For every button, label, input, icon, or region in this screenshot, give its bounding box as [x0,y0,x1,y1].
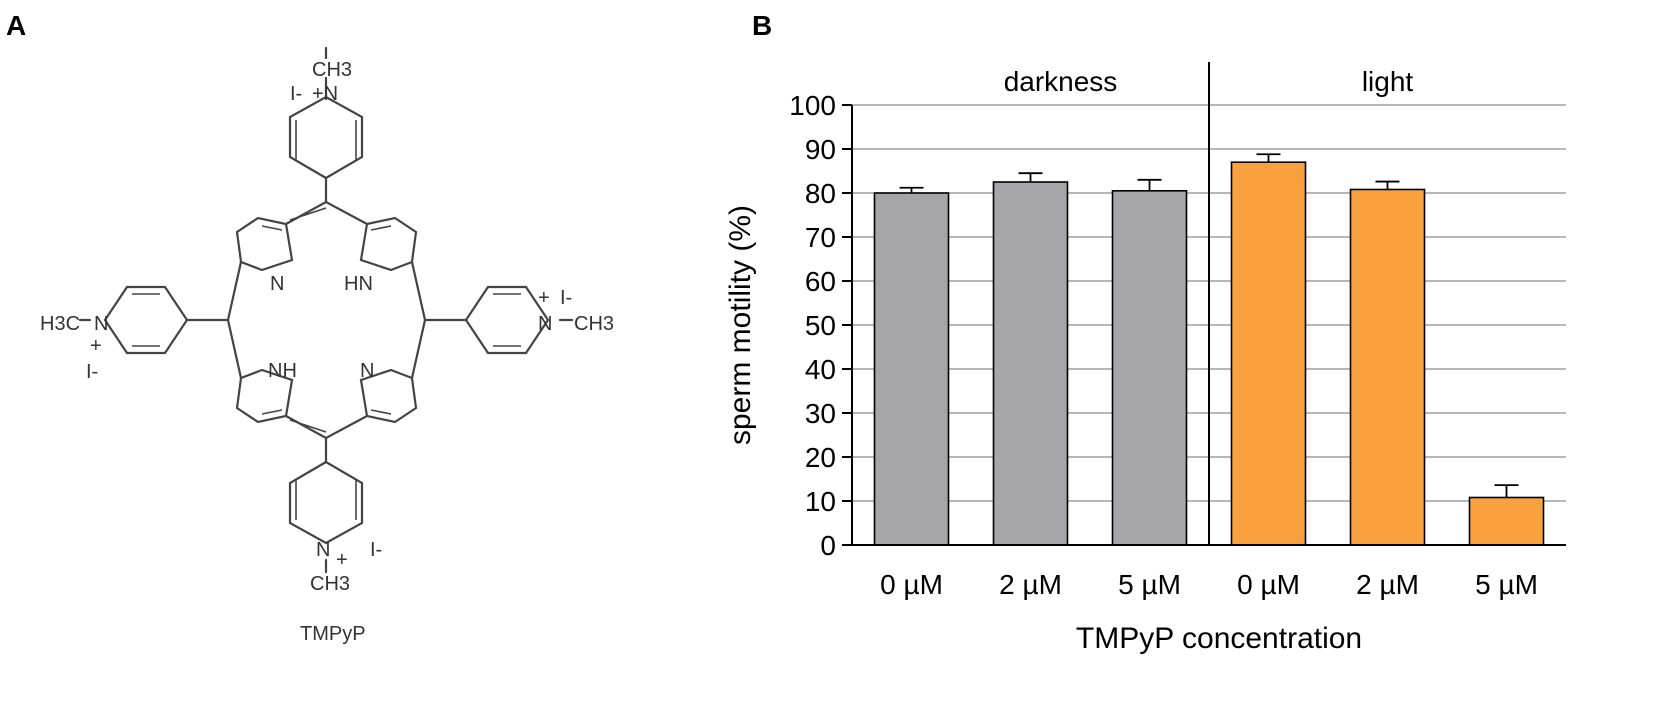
group-label: light [1362,66,1414,97]
x-axis-tick-labels: 0 µM 2 µM 5 µM 0 µM 2 µM 5 µM [880,569,1538,600]
label-left-iodide: I- [86,361,98,383]
bars [873,161,1545,546]
x-tick-label: 2 µM [1356,569,1419,600]
bar [1349,188,1426,546]
y-axis-label: sperm motility (%) [724,205,757,445]
group-labels: darkness light [1004,66,1414,97]
label-nh-pyrrole-left: NH [268,360,297,382]
x-tick-label: 0 µM [1237,569,1300,600]
label-right-ch3: CH3 [574,313,614,335]
y-tick-label: 70 [805,222,836,253]
bar [1111,190,1188,546]
label-left-n: N [94,313,108,335]
molecule-name: TMPyP [300,623,366,645]
y-tick-label: 30 [805,398,836,429]
panel-a-label: A [6,10,27,41]
error-bars [899,153,1519,498]
tmpyp-structure: CH3 I- +N N HN NH N H3C N + I- + I- N CH… [40,46,614,645]
y-tick-label: 60 [805,266,836,297]
y-tick-label: 10 [805,486,836,517]
label-top-n: +N [312,83,338,105]
label-hn-pyrrole-right: HN [344,273,373,295]
label-left-h3c: H3C [40,313,80,335]
label-top-iodide: I- [290,83,302,105]
label-right-n: N [538,313,552,335]
label-n-pyrrole-left: N [270,273,284,295]
y-tick-label: 20 [805,442,836,473]
y-tick-label: 90 [805,134,836,165]
y-tick-label: 100 [789,90,836,121]
y-tick-label: 50 [805,310,836,341]
label-n-pyrrole-right: N [360,360,374,382]
label-bottom-plus: + [336,549,348,571]
x-tick-label: 2 µM [999,569,1062,600]
label-bottom-ch3: CH3 [310,573,350,595]
pyridinium-ring-right [464,285,550,355]
x-tick-label: 0 µM [880,569,943,600]
label-right-iodide: I- [560,287,572,309]
bar [992,181,1069,546]
label-top-ch3: CH3 [312,59,352,81]
label-bottom-n: N [316,539,330,561]
group-label: darkness [1004,66,1118,97]
x-axis-label: TMPyP concentration [1076,622,1362,655]
y-tick-label: 40 [805,354,836,385]
y-axis-ticks: 0 10 20 30 40 50 60 70 80 90 100 [789,90,852,561]
x-tick-label: 5 µM [1118,569,1181,600]
pyridinium-ring-bottom [288,460,364,545]
label-right-plus: + [538,287,550,309]
label-left-plus: + [90,335,102,357]
y-tick-label: 0 [820,530,836,561]
panel-b-label: B [752,10,773,41]
x-tick-label: 5 µM [1475,569,1538,600]
pyridinium-ring-left [103,285,189,355]
bar [1468,496,1545,546]
bar [873,192,950,546]
y-tick-label: 80 [805,178,836,209]
label-bottom-iodide: I- [370,539,382,561]
bar [1230,161,1307,546]
